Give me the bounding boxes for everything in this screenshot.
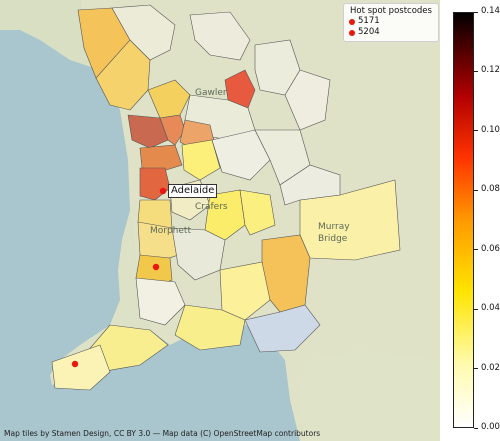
region-hills-yellow-1 [181, 139, 221, 181]
legend-title: Hot spot postcodes [350, 6, 432, 16]
colorbar-tick-mark [474, 189, 478, 191]
region-hills-yellow-2 [204, 189, 246, 241]
region-willunga [135, 277, 186, 326]
place-label-adelaide: Adelaide [168, 184, 218, 198]
colorbar-tick-mark [474, 70, 478, 72]
region-hills-grey-1 [211, 129, 271, 181]
region-east-grey-2 [284, 69, 331, 131]
colorbar-tick-label: 0.04 [481, 303, 500, 314]
land-north [0, 0, 100, 70]
region-mid-yellow [239, 189, 276, 236]
hotspot-marker-adelaide [159, 187, 167, 195]
region-elizabeth [159, 114, 186, 146]
region-goolwa-blue [244, 304, 321, 353]
kangaroo-island [300, 350, 440, 441]
legend-marker-5171 [349, 19, 355, 25]
colorbar-tick-mark [474, 249, 478, 251]
colorbar-tick-label: 0.10 [481, 124, 500, 135]
colorbar-tick-label: 0.00 [481, 422, 500, 432]
hotspot-marker-5204 [71, 360, 79, 368]
place-label-gawler: Gawler [195, 88, 227, 98]
place-label-crafers: Crafers [195, 202, 228, 212]
region-gawler-hot [224, 69, 256, 109]
map-attribution: Map tiles by Stamen Design, CC BY 3.0 — … [4, 429, 321, 438]
postcode-regions [51, 4, 401, 391]
region-eastern-grey [279, 164, 341, 206]
place-label-bridge: Bridge [318, 234, 348, 244]
region-north-metro [139, 144, 183, 173]
region-north-grey-1 [111, 4, 176, 61]
region-gawler-south [147, 79, 191, 119]
legend-item-5204: 5204 [358, 27, 380, 37]
colorbar-tick-label: 0.14 [481, 6, 500, 16]
region-north-grey-2 [189, 11, 251, 61]
colorbar-tick-mark [474, 11, 478, 13]
colorbar-tick-mark [474, 368, 478, 370]
region-5204 [51, 344, 111, 391]
colorbar [453, 12, 474, 428]
colorbar-tick-label: 0.12 [481, 65, 500, 76]
colorbar-tick-label: 0.02 [481, 362, 500, 373]
region-salisbury [127, 114, 169, 149]
place-label-morphett: Morphett [150, 226, 191, 236]
region-fleurieu-yellow [174, 304, 246, 351]
legend-item-5171: 5171 [358, 16, 380, 26]
place-label-murray: Murray [318, 222, 350, 232]
colorbar-tick-label: 0.06 [481, 243, 500, 254]
colorbar-tick-mark [474, 130, 478, 132]
legend-marker-5204 [349, 30, 355, 36]
hotspot-marker-5171 [152, 263, 160, 271]
region-south-yellow [219, 261, 271, 321]
colorbar-gradient [453, 12, 474, 428]
legend: Hot spot postcodes 5171 5204 [343, 3, 439, 42]
colorbar-tick-mark [474, 427, 478, 429]
colorbar-tick-label: 0.08 [481, 184, 500, 195]
colorbar-tick-mark [474, 308, 478, 310]
